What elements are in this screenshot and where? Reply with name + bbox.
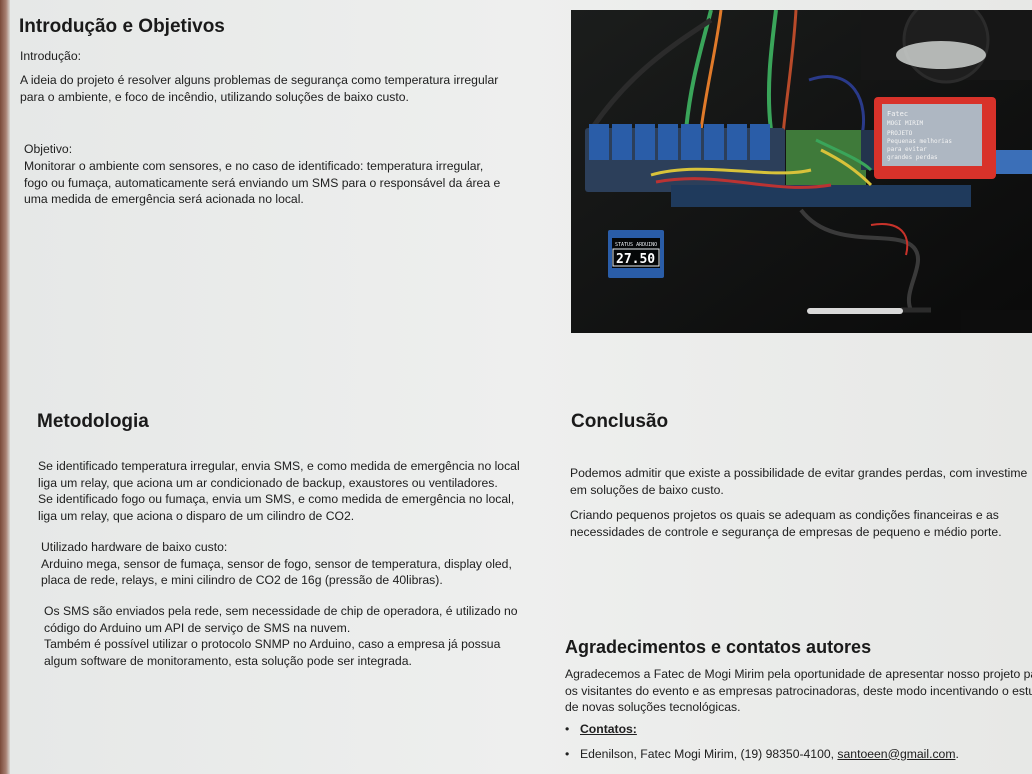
contacts-list: Contatos: Edenilson, Fatec Mogi Mirim, (…	[565, 721, 959, 762]
intro-line: para o ambiente, e foco de incêndio, uti…	[20, 89, 409, 104]
relay-modules	[589, 124, 770, 160]
conclusion-title: Conclusão	[571, 411, 669, 432]
lcd-line: PROJETO	[887, 130, 913, 137]
contacts-label: Contatos:	[580, 722, 637, 736]
lcd-line: Pequenas melhorias	[887, 138, 952, 145]
conclusion-line: Criando pequenos projetos os quais se ad…	[570, 508, 999, 522]
methodology-line: liga um relay, que aciona o disparo de u…	[38, 508, 355, 523]
intro-paragraph: A ideia do projeto é resolver alguns pro…	[20, 72, 498, 105]
objective-paragraph: Monitorar o ambiente com sensores, e no …	[24, 158, 500, 208]
methodology-line: código do Arduino um API de serviço de S…	[44, 620, 351, 635]
conclusion-line: Podemos admitir que existe a possibilida…	[570, 466, 1028, 480]
oled-header: STATUS ARDUINO	[615, 242, 657, 248]
temperature-probe	[807, 308, 903, 314]
methodology-line: Arduino mega, sensor de fumaça, sensor d…	[41, 556, 512, 571]
methodology-paragraph-3: Os SMS são enviados pela rede, sem neces…	[44, 603, 518, 669]
conclusion-paragraph-1: Podemos admitir que existe a possibilida…	[570, 465, 1027, 498]
conclusion-paragraph-2: Criando pequenos projetos os quais se ad…	[570, 507, 1002, 540]
methodology-line: liga um relay, que aciona um ar condicio…	[38, 475, 498, 490]
thanks-line: Agradecemos a Fatec de Mogi Mirim pela o…	[565, 667, 1032, 681]
methodology-title: Metodologia	[37, 411, 149, 432]
methodology-paragraph-1: Se identificado temperatura irregular, e…	[38, 458, 520, 524]
intro-title: Introdução e Objetivos	[19, 16, 225, 37]
lcd-line: para evitar	[887, 146, 927, 153]
hardware-photo: Fatec MOGI MIRIM PROJETO Pequenas melhor…	[571, 10, 1032, 333]
oled-value: 27.50	[616, 252, 655, 267]
objective-line: uma medida de emergência será acionada n…	[24, 192, 304, 206]
thanks-line: os visitantes do evento e as empresas pa…	[565, 683, 1032, 698]
methodology-line: Se identificado fogo ou fumaça, envia um…	[38, 492, 515, 506]
objective-line: fogo ou fumaça, automaticamente será env…	[24, 175, 501, 190]
methodology-line: placa de rede, relays, e mini cilindro d…	[41, 573, 443, 587]
lcd-line: Fatec	[887, 110, 908, 118]
contact-item: Edenilson, Fatec Mogi Mirim, (19) 98350-…	[565, 746, 959, 763]
lcd-screen	[882, 104, 982, 166]
lcd-line: MOGI MIRIM	[887, 120, 924, 127]
methodology-line: Os SMS são enviados pela rede, sem neces…	[44, 604, 518, 618]
objective-line: Monitorar o ambiente com sensores, e no …	[24, 159, 484, 173]
thanks-paragraph: Agradecemos a Fatec de Mogi Mirim pela o…	[565, 666, 1032, 716]
methodology-line: Utilizado hardware de baixo custo:	[41, 540, 228, 554]
lcd-line: grandes perdas	[887, 154, 938, 161]
intro-line: A ideia do projeto é resolver alguns pro…	[20, 73, 499, 87]
conclusion-line: em soluções de baixo custo.	[570, 482, 724, 497]
contact-text: Edenilson, Fatec Mogi Mirim, (19) 98350-…	[580, 746, 838, 761]
thanks-title: Agradecimentos e contatos autores	[565, 637, 872, 657]
methodology-line: Também é possível utilizar o protocolo S…	[44, 637, 501, 651]
objective-label: Objetivo:	[24, 142, 73, 156]
poster-left-edge	[0, 0, 10, 774]
contact-email-link[interactable]: santoeen@gmail.com	[837, 746, 956, 761]
intro-label: Introdução:	[20, 49, 81, 63]
oled-screen	[612, 238, 660, 268]
methodology-paragraph-2: Utilizado hardware de baixo custo: Ardui…	[41, 539, 512, 589]
contacts-section: Contatos: Edenilson, Fatec Mogi Mirim, (…	[565, 721, 959, 770]
methodology-line: algum software de monitoramento, esta so…	[44, 653, 412, 668]
contacts-heading-item: Contatos:	[565, 721, 959, 738]
hardware-illustration: Fatec MOGI MIRIM PROJETO Pequenas melhor…	[571, 10, 1032, 333]
contact-end: .	[955, 746, 959, 761]
thanks-line: de novas soluções tecnológicas.	[565, 700, 741, 714]
conclusion-line: necessidades de controle e segurança de …	[570, 524, 1002, 539]
methodology-line: Se identificado temperatura irregular, e…	[38, 459, 520, 473]
